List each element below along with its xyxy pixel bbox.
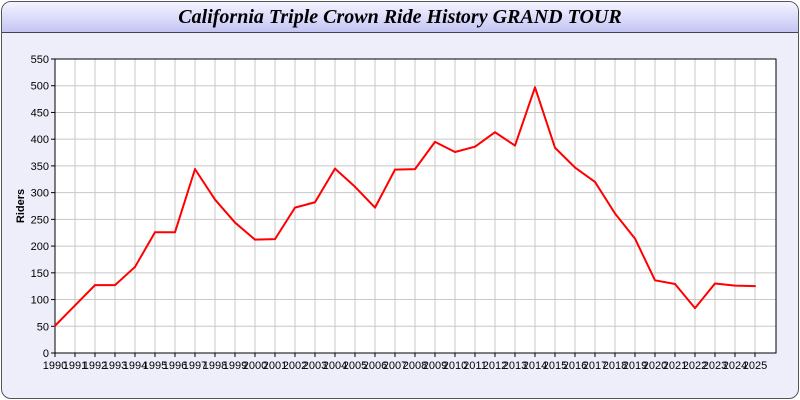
data-point bbox=[54, 324, 56, 327]
data-point bbox=[594, 180, 596, 183]
data-point bbox=[154, 231, 156, 234]
y-tick-label: 50 bbox=[37, 321, 49, 333]
data-point bbox=[414, 168, 416, 171]
x-tick-label: 2010 bbox=[443, 360, 467, 372]
data-point bbox=[254, 238, 256, 241]
data-point bbox=[654, 279, 656, 282]
data-point bbox=[454, 151, 456, 154]
y-tick-label: 250 bbox=[31, 214, 49, 226]
title-bar: California Triple Crown Ride History GRA… bbox=[2, 2, 798, 33]
data-point bbox=[374, 206, 376, 209]
x-tick-label: 2020 bbox=[643, 360, 667, 372]
x-tick-label: 2005 bbox=[343, 360, 367, 372]
data-point bbox=[714, 282, 716, 285]
x-tick-label: 2012 bbox=[483, 360, 507, 372]
y-axis-label: Riders bbox=[15, 189, 27, 223]
data-point bbox=[534, 86, 536, 89]
data-point bbox=[434, 140, 436, 143]
x-tick-label: 2025 bbox=[743, 360, 767, 372]
data-point bbox=[674, 283, 676, 286]
data-point bbox=[754, 285, 756, 288]
data-point bbox=[114, 284, 116, 287]
data-point bbox=[274, 238, 276, 241]
x-tick-label: 2022 bbox=[683, 360, 707, 372]
x-tick-label: 1991 bbox=[63, 360, 87, 372]
x-tick-label: 2021 bbox=[663, 360, 687, 372]
plot-border bbox=[54, 58, 777, 354]
data-point bbox=[474, 145, 476, 148]
x-tick-label: 2017 bbox=[583, 360, 607, 372]
data-point bbox=[354, 185, 356, 188]
data-point bbox=[554, 146, 556, 149]
data-point bbox=[214, 198, 216, 201]
series-line bbox=[54, 86, 756, 327]
x-tick-label: 1998 bbox=[203, 360, 227, 372]
y-tick-label: 550 bbox=[31, 54, 49, 66]
x-tick-label: 2002 bbox=[283, 360, 307, 372]
y-tick-label: 350 bbox=[31, 161, 49, 173]
data-point bbox=[174, 231, 176, 234]
y-tick-label: 300 bbox=[31, 188, 49, 200]
chart-title: California Triple Crown Ride History GRA… bbox=[178, 6, 622, 28]
x-tick-label: 2014 bbox=[523, 360, 547, 372]
data-point bbox=[574, 166, 576, 169]
x-tick-label: 1993 bbox=[103, 360, 127, 372]
x-tick-label: 2016 bbox=[563, 360, 587, 372]
y-tick-label: 200 bbox=[31, 241, 49, 253]
y-tick-label: 100 bbox=[31, 295, 49, 307]
data-point bbox=[134, 265, 136, 268]
y-tick-label: 0 bbox=[43, 348, 49, 360]
x-tick-label: 1999 bbox=[223, 360, 247, 372]
x-tick-label: 1996 bbox=[163, 360, 187, 372]
data-point bbox=[294, 206, 296, 209]
x-tick-label: 1994 bbox=[123, 360, 147, 372]
x-tick-label: 2004 bbox=[323, 360, 347, 372]
data-point bbox=[234, 221, 236, 224]
x-tick-label: 2003 bbox=[303, 360, 327, 372]
x-tick-label: 2009 bbox=[423, 360, 447, 372]
x-tick-label: 2023 bbox=[703, 360, 727, 372]
x-tick-label: 2013 bbox=[503, 360, 527, 372]
x-tick-label: 1995 bbox=[143, 360, 167, 372]
data-point bbox=[494, 131, 496, 134]
data-point bbox=[694, 307, 696, 310]
y-tick-label: 500 bbox=[31, 81, 49, 93]
x-tick-label: 1997 bbox=[183, 360, 207, 372]
data-point bbox=[74, 304, 76, 307]
x-tick-label: 2015 bbox=[543, 360, 567, 372]
x-tick-label: 2018 bbox=[603, 360, 627, 372]
x-tick-label: 1992 bbox=[83, 360, 107, 372]
data-point bbox=[194, 168, 196, 171]
x-tick-label: 2000 bbox=[243, 360, 267, 372]
x-tick-label: 2006 bbox=[363, 360, 387, 372]
y-tick-label: 400 bbox=[31, 134, 49, 146]
x-tick-label: 1990 bbox=[43, 360, 67, 372]
data-point bbox=[314, 201, 316, 204]
x-tick-label: 2001 bbox=[263, 360, 287, 372]
data-point bbox=[514, 144, 516, 147]
data-point bbox=[394, 168, 396, 171]
data-point bbox=[94, 284, 96, 287]
y-tick-label: 450 bbox=[31, 107, 49, 119]
y-tick-label: 150 bbox=[31, 268, 49, 280]
x-tick-label: 2024 bbox=[723, 360, 747, 372]
x-tick-label: 2007 bbox=[383, 360, 407, 372]
x-tick-label: 2008 bbox=[403, 360, 427, 372]
data-point bbox=[334, 167, 336, 170]
x-tick-label: 2011 bbox=[463, 360, 487, 372]
x-tick-label: 2019 bbox=[623, 360, 647, 372]
data-point bbox=[614, 212, 616, 215]
data-point bbox=[734, 284, 736, 287]
data-point bbox=[634, 237, 636, 240]
